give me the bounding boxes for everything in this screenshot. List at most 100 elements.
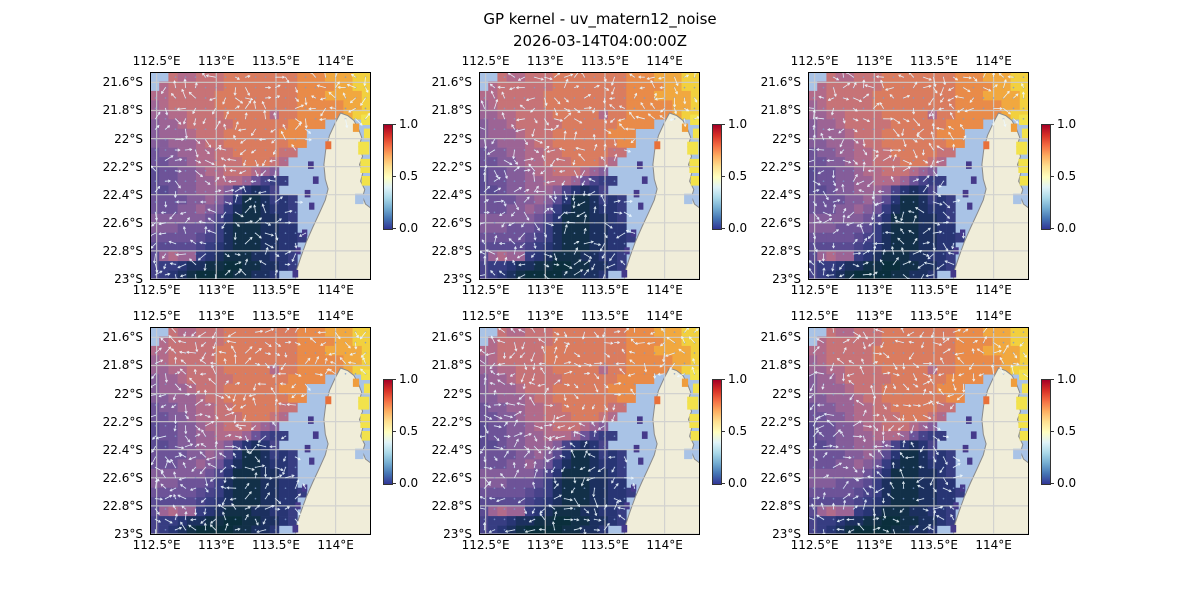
colorbar: [383, 379, 393, 485]
colorbar-tick-label: 0.0: [399, 476, 419, 490]
x-tick-label-bottom: 113.5°E: [252, 283, 300, 297]
y-tick-label: 22.8°S: [102, 243, 143, 258]
y-tick-label: 23°S: [443, 271, 472, 286]
x-tick-label-bottom: 114°E: [975, 283, 1012, 297]
map-panel-2-2: 112.5°E 113°E 113.5°E 114°E 112.5°E 113°E 113.…: [432, 309, 747, 552]
y-tick-label: 21.8°S: [431, 103, 472, 118]
y-tick-label: 21.8°S: [760, 103, 801, 118]
colorbar-tick-label: 0.5: [1057, 169, 1077, 183]
x-tick-label-top: 113.5°E: [252, 54, 300, 68]
x-tick-label-bottom: 113.5°E: [910, 538, 958, 552]
y-tick-label: 22.6°S: [760, 215, 801, 230]
colorbar-tickmark: [1050, 176, 1054, 177]
colorbar: [383, 124, 393, 230]
y-tick-label: 22.8°S: [431, 243, 472, 258]
map-canvas: [808, 327, 1029, 535]
colorbar-tickmark: [721, 124, 725, 125]
y-tick-label: 21.6°S: [760, 330, 801, 345]
graticule-gridlines: [150, 327, 371, 535]
x-tick-label-top: 114°E: [646, 309, 683, 323]
y-tick-label: 22.4°S: [102, 187, 143, 202]
colorbar-tick-label: 0.5: [728, 169, 748, 183]
figure-subtitle: 2026-03-14T04:00:00Z: [513, 32, 687, 50]
x-tick-label-top: 113.5°E: [581, 309, 629, 323]
y-tick-label: 22.2°S: [431, 414, 472, 429]
x-tick-label-top: 112.5°E: [461, 54, 510, 68]
colorbar-tick-label: 1.0: [1057, 372, 1077, 386]
x-tick-label-bottom: 114°E: [646, 283, 683, 297]
colorbar: [712, 379, 722, 485]
y-tick-label: 22°S: [443, 386, 472, 401]
colorbar-tickmark: [1050, 379, 1054, 380]
x-tick-label-bottom: 112.5°E: [790, 538, 839, 552]
x-tick-label-bottom: 114°E: [646, 538, 683, 552]
x-tick-label-bottom: 114°E: [975, 538, 1012, 552]
colorbar-tickmark: [721, 483, 725, 484]
x-tick-label-top: 114°E: [975, 309, 1012, 323]
graticule-gridlines: [479, 327, 700, 535]
y-tick-label: 21.6°S: [102, 75, 143, 90]
y-tick-label: 22.4°S: [431, 187, 472, 202]
x-tick-label-bottom: 113°E: [856, 283, 893, 297]
y-tick-label: 21.6°S: [431, 330, 472, 345]
y-tick-label: 22.6°S: [431, 470, 472, 485]
x-tick-label-top: 113°E: [527, 54, 564, 68]
colorbar-tick-label: 0.0: [399, 221, 419, 235]
y-tick-label: 22°S: [443, 131, 472, 146]
colorbar-tickmark: [1050, 228, 1054, 229]
x-tick-label-bottom: 113°E: [527, 283, 564, 297]
colorbar-tickmark: [721, 176, 725, 177]
y-tick-label: 21.8°S: [102, 103, 143, 118]
x-tick-label-bottom: 114°E: [317, 283, 354, 297]
x-tick-label-bottom: 113.5°E: [252, 538, 300, 552]
x-tick-label-top: 114°E: [975, 54, 1012, 68]
map-canvas: [150, 327, 371, 535]
y-tick-label: 21.8°S: [102, 358, 143, 373]
x-tick-label-bottom: 113°E: [856, 538, 893, 552]
y-tick-label: 22°S: [114, 386, 143, 401]
x-tick-label-bottom: 112.5°E: [132, 538, 181, 552]
y-tick-label: 23°S: [443, 526, 472, 541]
map-panel-1-1: 112.5°E 113°E 113.5°E 114°E 112.5°E 113°E 113.…: [103, 54, 418, 297]
x-tick-label-bottom: 113.5°E: [581, 538, 629, 552]
x-tick-label-top: 113°E: [856, 309, 893, 323]
y-tick-label: 23°S: [114, 526, 143, 541]
x-tick-label-bottom: 112.5°E: [461, 538, 510, 552]
colorbar-tickmark: [721, 228, 725, 229]
x-tick-label-top: 113.5°E: [910, 54, 958, 68]
y-tick-label: 22.8°S: [760, 243, 801, 258]
map-canvas: [150, 72, 371, 280]
y-tick-label: 22.8°S: [431, 498, 472, 513]
graticule-gridlines: [808, 72, 1029, 280]
y-tick-label: 22.2°S: [431, 159, 472, 174]
y-tick-label: 22.4°S: [760, 442, 801, 457]
colorbar-tick-label: 0.5: [1057, 424, 1077, 438]
colorbar-tick-label: 0.5: [728, 424, 748, 438]
y-tick-label: 22.8°S: [102, 498, 143, 513]
y-tick-label: 22.8°S: [760, 498, 801, 513]
x-tick-label-bottom: 113°E: [198, 283, 235, 297]
y-tick-label: 21.6°S: [102, 330, 143, 345]
colorbar-tickmark: [721, 431, 725, 432]
quiver-arrows: [150, 327, 366, 535]
colorbar-tick-label: 1.0: [1057, 117, 1077, 131]
colorbar-tickmark: [392, 124, 396, 125]
map-panel-2-1: 112.5°E 113°E 113.5°E 114°E 112.5°E 113°E 113.…: [103, 309, 418, 552]
x-tick-label-top: 113°E: [527, 309, 564, 323]
y-tick-label: 23°S: [772, 526, 801, 541]
map-canvas: [479, 327, 700, 535]
map-canvas: [479, 72, 700, 280]
y-tick-label: 22°S: [114, 131, 143, 146]
colorbar-tick-label: 1.0: [728, 117, 748, 131]
x-tick-label-top: 112.5°E: [132, 54, 181, 68]
colorbar-tickmark: [392, 228, 396, 229]
y-tick-label: 21.8°S: [760, 358, 801, 373]
x-tick-label-top: 113°E: [198, 54, 235, 68]
colorbar-tick-label: 1.0: [728, 372, 748, 386]
colorbar-tickmark: [1050, 483, 1054, 484]
x-tick-label-top: 113°E: [198, 309, 235, 323]
y-tick-label: 22.2°S: [760, 414, 801, 429]
y-tick-label: 22.6°S: [760, 470, 801, 485]
x-tick-label-top: 113.5°E: [581, 54, 629, 68]
